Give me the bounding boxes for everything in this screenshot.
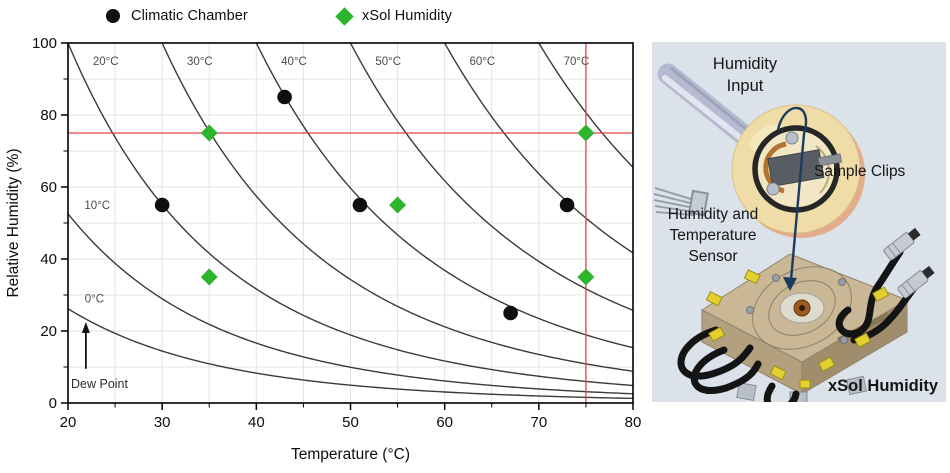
svg-text:60: 60 — [436, 414, 453, 431]
svg-text:70: 70 — [530, 414, 547, 431]
y-axis-title: Relative Humidity (%) — [5, 148, 22, 298]
svg-text:40°C: 40°C — [281, 56, 307, 68]
dew-point-annotation: Dew Point — [71, 377, 128, 391]
axis-ticks — [61, 42, 634, 410]
data-point-diamond — [200, 124, 218, 142]
xsol-humidity-label: xSol Humidity — [827, 377, 938, 395]
crosshair-lines — [68, 43, 633, 403]
humidity-input-tube-icon — [657, 63, 766, 155]
svg-text:40: 40 — [40, 251, 57, 268]
series-xsol-humidity — [200, 124, 595, 286]
dew-point-curves — [68, 43, 633, 400]
svg-text:30°C: 30°C — [187, 56, 213, 68]
circle-marker-icon — [106, 9, 120, 23]
svg-text:10°C: 10°C — [84, 200, 110, 212]
gridlines — [68, 43, 633, 403]
svg-text:60°C: 60°C — [469, 56, 495, 68]
svg-text:30: 30 — [154, 414, 171, 431]
xsol-device-illustration — [653, 63, 935, 402]
svg-text:0°C: 0°C — [85, 294, 104, 306]
data-point-circle — [352, 197, 368, 213]
svg-text:100: 100 — [32, 35, 57, 52]
dew-point-chart: 0°C 10°C 20°C 30°C 40°C 50°C 60°C 70°C 20 30 40 50 6… — [32, 35, 641, 431]
svg-text:20°C: 20°C — [93, 56, 119, 68]
yellow-fittings-icon — [705, 269, 890, 389]
sample-chamber-disc-icon — [731, 104, 865, 238]
svg-text:0: 0 — [49, 395, 57, 412]
humidity-input-label: Humidity Input — [712, 55, 778, 95]
data-point-diamond — [577, 124, 595, 142]
dew-point-arrow-icon — [81, 322, 90, 369]
diamond-marker-icon — [335, 6, 354, 26]
pointer-arrow-icon — [776, 106, 808, 291]
legend-item-climatic-chamber: Climatic Chamber — [106, 6, 248, 26]
plot-frame — [67, 42, 634, 404]
curve-labels: 0°C 10°C 20°C 30°C 40°C 50°C 60°C 70°C — [84, 56, 589, 306]
svg-text:80: 80 — [625, 414, 642, 431]
svg-text:20: 20 — [60, 414, 77, 431]
data-point-circle — [559, 197, 575, 213]
svg-text:80: 80 — [40, 107, 57, 124]
legend-label: Climatic Chamber — [131, 8, 248, 24]
svg-text:70°C: 70°C — [564, 56, 590, 68]
data-point-circle — [277, 89, 292, 105]
side-panel: Humidity Input Sample Clips Humidity and… — [652, 42, 946, 402]
sample-clips-label: Sample Clips — [814, 163, 906, 180]
data-point-circle — [154, 197, 170, 213]
svg-text:50°C: 50°C — [375, 56, 401, 68]
svg-text:20: 20 — [40, 323, 57, 340]
tube-connectors-icon — [883, 227, 935, 299]
humidity-temperature-sensor-label: Humidity and Temperature Sensor — [667, 206, 759, 265]
svg-text:40: 40 — [248, 414, 265, 431]
svg-text:50: 50 — [342, 414, 359, 431]
legend-label: xSol Humidity — [362, 8, 452, 24]
data-point-diamond — [200, 268, 218, 286]
series-climatic-chamber — [154, 89, 575, 321]
data-point-diamond — [389, 196, 407, 214]
svg-text:60: 60 — [40, 179, 57, 196]
legend-item-xsol-humidity: xSol Humidity — [335, 6, 452, 26]
x-axis-title: Temperature (°C) — [290, 446, 411, 463]
data-point-diamond — [577, 268, 595, 286]
sensor-wires-icon — [653, 187, 709, 217]
data-point-circle — [503, 305, 518, 321]
